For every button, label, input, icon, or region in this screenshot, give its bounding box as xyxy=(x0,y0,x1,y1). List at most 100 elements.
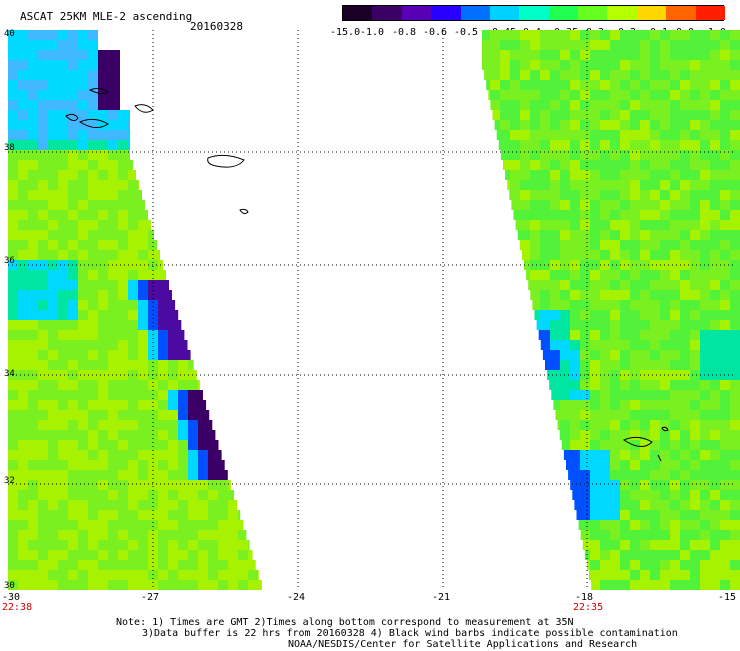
swath-cell xyxy=(493,110,501,120)
swath-cell xyxy=(138,340,148,350)
swath-cell xyxy=(118,420,128,430)
swath-cell xyxy=(680,480,690,490)
swath-cell xyxy=(138,530,148,540)
swath-cell xyxy=(98,520,108,530)
swath-cell xyxy=(88,480,98,490)
swath-cell xyxy=(580,250,590,260)
swath-cell xyxy=(560,60,570,70)
swath-cell xyxy=(18,570,28,580)
swath-cell xyxy=(48,460,58,470)
swath-cell xyxy=(530,260,540,270)
swath-cell xyxy=(720,200,730,210)
swath-cell xyxy=(28,340,38,350)
swath-cell xyxy=(600,80,610,90)
swath-cell xyxy=(188,490,198,500)
swath-cell xyxy=(730,570,740,580)
swath-cell xyxy=(620,460,630,470)
swath-cell xyxy=(540,220,550,230)
swath-cell xyxy=(8,180,18,190)
swath-cell xyxy=(580,200,590,210)
swath-cell xyxy=(710,260,720,270)
swath-cell xyxy=(560,250,570,260)
swath-cell xyxy=(98,170,108,180)
swath-cell xyxy=(690,430,700,440)
swath-cell xyxy=(58,380,68,390)
lat-label-40: 40 xyxy=(4,29,15,39)
swath-cell xyxy=(28,520,38,530)
swath-cell xyxy=(8,310,18,320)
swath-cell xyxy=(730,100,740,110)
swath-cell xyxy=(208,580,218,590)
swath-cell xyxy=(78,470,88,480)
swath-cell xyxy=(18,120,28,130)
swath-cell xyxy=(168,450,178,460)
swath-cell xyxy=(550,130,560,140)
swath-cell xyxy=(690,280,700,290)
swath-cell xyxy=(68,330,78,340)
swath-cell xyxy=(730,350,740,360)
swath-cell xyxy=(720,190,730,200)
swath-cell xyxy=(560,80,570,90)
swath-cell xyxy=(700,380,710,390)
swath-cell xyxy=(630,100,640,110)
swath-cell xyxy=(550,320,560,330)
swath-cell xyxy=(48,340,58,350)
swath-cell xyxy=(98,290,108,300)
swath-cell xyxy=(48,190,58,200)
swath-cell xyxy=(590,150,600,160)
swath-cell xyxy=(610,240,620,250)
swath-cell xyxy=(48,380,58,390)
swath-cell xyxy=(700,450,710,460)
swath-cell xyxy=(610,80,620,90)
swath-cell xyxy=(248,540,250,550)
swath-cell xyxy=(58,500,68,510)
swath-cell xyxy=(138,440,148,450)
swath-cell xyxy=(620,470,630,480)
swath-cell xyxy=(660,490,670,500)
swath-cell xyxy=(38,350,48,360)
swath-cell xyxy=(88,340,98,350)
swath-cell xyxy=(88,550,98,560)
swath-cell xyxy=(58,300,68,310)
swath-cell xyxy=(18,60,28,70)
swath-cell xyxy=(88,320,98,330)
swath-cell xyxy=(118,300,128,310)
swath-cell xyxy=(168,300,175,310)
swath-cell xyxy=(68,180,78,190)
swath-cell xyxy=(610,400,620,410)
swath-cell xyxy=(660,170,670,180)
swath-cell xyxy=(218,570,228,580)
swath-cell xyxy=(540,210,550,220)
swath-cell xyxy=(630,190,640,200)
swath-cell xyxy=(570,450,580,460)
swath-cell xyxy=(128,160,133,170)
swath-cell xyxy=(18,200,28,210)
swath-cell xyxy=(650,200,660,210)
swath-cell xyxy=(118,90,120,100)
swath-cell xyxy=(630,60,640,70)
swath-cell xyxy=(670,350,680,360)
swath-cell xyxy=(600,60,610,70)
swath-cell xyxy=(660,410,670,420)
swath-cell xyxy=(88,570,98,580)
swath-cell xyxy=(38,550,48,560)
swath-cell xyxy=(88,420,98,430)
swath-cell xyxy=(670,560,680,570)
swath-cell xyxy=(188,420,198,430)
swath-cell xyxy=(168,430,178,440)
swath-cell xyxy=(620,400,630,410)
swath-cell xyxy=(138,210,148,220)
swath-cell xyxy=(580,470,590,480)
swath-cell xyxy=(148,300,158,310)
swath-cell xyxy=(18,450,28,460)
swath-cell xyxy=(118,100,120,110)
swath-cell xyxy=(68,240,78,250)
swath-cell xyxy=(68,300,78,310)
swath-cell xyxy=(650,260,660,270)
swath-cell xyxy=(108,540,118,550)
swath-cell xyxy=(650,240,660,250)
swath-cell xyxy=(128,490,138,500)
swath-cell xyxy=(660,580,670,590)
swath-cell xyxy=(208,570,218,580)
swath-cell xyxy=(660,330,670,340)
